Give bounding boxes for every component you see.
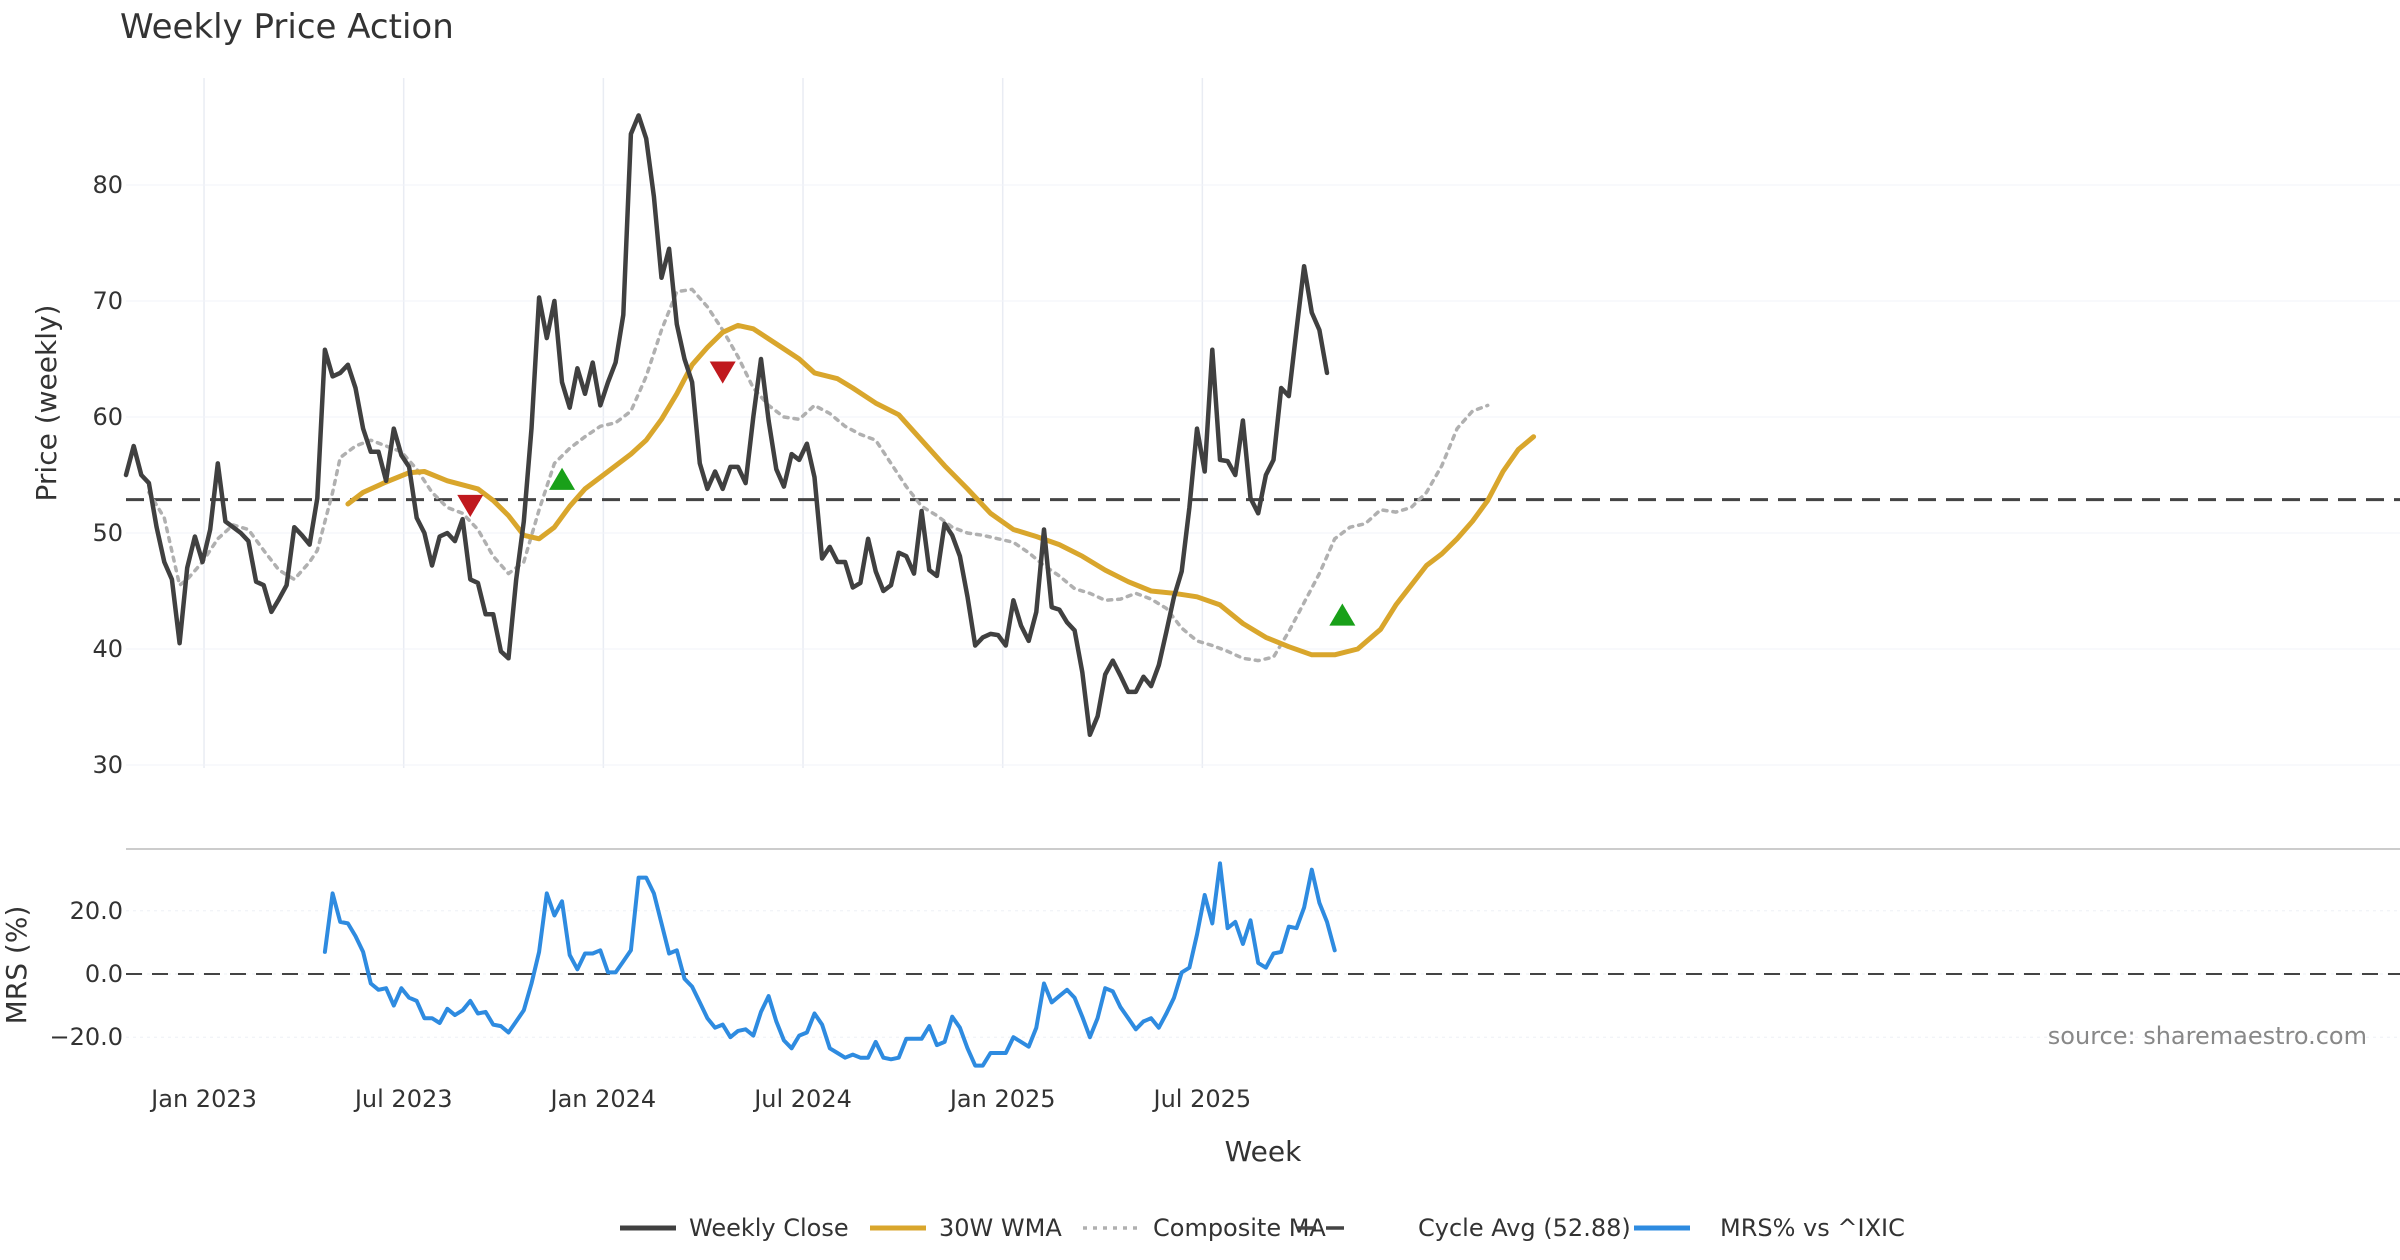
y-tick-label: 60 xyxy=(92,403,123,431)
price-y-axis-label: Price (weekly) xyxy=(30,305,63,502)
y-tick-label: 40 xyxy=(92,635,123,663)
mrs-y-tick-label: 0.0 xyxy=(85,960,123,988)
y-tick-label: 70 xyxy=(92,287,123,315)
y-tick-label: 80 xyxy=(92,171,123,199)
price-y-ticks: 30 40 50 60 70 80 xyxy=(92,171,123,779)
buy-signal-marker xyxy=(1329,603,1356,626)
x-tick-label: Jan 2025 xyxy=(948,1085,1056,1113)
sell-signal-marker xyxy=(457,494,484,517)
wma-30w-line xyxy=(345,322,1537,658)
mrs-y-tick-label: 20.0 xyxy=(70,897,123,925)
legend-label: Weekly Close xyxy=(689,1214,849,1242)
x-tick-label: Jul 2025 xyxy=(1152,1085,1252,1113)
mrs-y-ticks: 20.0 0.0 −20.0 xyxy=(49,897,123,1051)
y-tick-label: 50 xyxy=(92,519,123,547)
composite-ma-line xyxy=(147,287,1490,663)
buy-signal-marker xyxy=(549,467,576,490)
chart-title: Weekly Price Action xyxy=(120,7,454,47)
x-tick-label: Jan 2024 xyxy=(549,1085,657,1113)
weekly-close-line xyxy=(123,113,1330,738)
x-axis-ticks: Jan 2023 Jul 2023 Jan 2024 Jul 2024 Jan 2025… xyxy=(149,1085,1251,1113)
legend-label: MRS% vs ^IXIC xyxy=(1720,1214,1905,1242)
legend: Weekly Close 30W WMA Composite MA Cycle Avg… xyxy=(620,1214,1905,1242)
sell-signal-marker xyxy=(709,361,736,384)
legend-label: Cycle Avg (52.88) xyxy=(1418,1214,1631,1242)
x-tick-label: Jul 2024 xyxy=(752,1085,852,1113)
mrs-line xyxy=(322,861,1337,1068)
y-tick-label: 30 xyxy=(92,751,123,779)
x-axis-label: Week xyxy=(1225,1135,1302,1168)
mrs-y-axis-label: MRS (%) xyxy=(0,906,33,1025)
x-tick-label: Jul 2023 xyxy=(353,1085,453,1113)
legend-label: Composite MA xyxy=(1153,1214,1326,1242)
source-note: source: sharemaestro.com xyxy=(2048,1022,2367,1050)
x-tick-label: Jan 2023 xyxy=(149,1085,257,1113)
signal-markers xyxy=(457,361,1356,626)
mrs-series xyxy=(126,861,2400,1068)
price-grid xyxy=(126,78,2400,768)
price-series xyxy=(123,113,2400,738)
mrs-y-tick-label: −20.0 xyxy=(49,1023,123,1051)
legend-label: 30W WMA xyxy=(939,1214,1062,1242)
